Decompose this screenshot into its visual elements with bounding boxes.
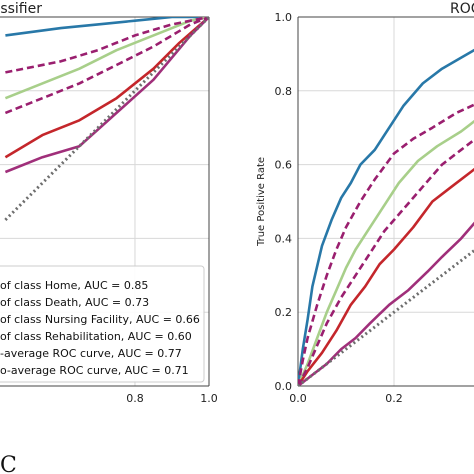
right-chart-title: ROC xyxy=(450,1,474,17)
x-tick-label: 1.0 xyxy=(200,392,218,405)
y-tick-label: 1.0 xyxy=(275,11,293,24)
legend-entry: of class Rehabilitation, AUC = 0.60 xyxy=(0,330,192,343)
x-tick-label: 0.2 xyxy=(385,392,403,405)
y-tick-label: 0.0 xyxy=(275,380,293,393)
series-line-chance xyxy=(298,248,474,386)
x-tick-label: 0.0 xyxy=(289,392,307,405)
panel-letter: C xyxy=(0,453,17,474)
series-line-macro-average xyxy=(4,17,209,115)
series-line-nursing-facility xyxy=(298,167,474,386)
series-line-micro-average xyxy=(5,17,209,74)
legend-entry: -average ROC curve, AUC = 0.77 xyxy=(0,347,182,360)
series-line-death xyxy=(298,119,474,386)
series-line-micro-average xyxy=(298,103,474,386)
y-axis-label: True Positive Rate xyxy=(256,157,267,247)
legend-entry: of class Death, AUC = 0.73 xyxy=(0,296,149,309)
legend-box xyxy=(0,265,205,383)
legend: of class Home, AUC = 0.85 of class Death,… xyxy=(0,265,205,383)
right-roc-panel: 0.0 0.2 0.4 0.6 0.8 1.0 0.0 0.2 True Positive Ra… xyxy=(256,1,474,405)
legend-entry: o-average ROC curve, AUC = 0.71 xyxy=(0,364,189,377)
series-line-rehabilitation xyxy=(298,221,474,386)
legend-entry: of class Home, AUC = 0.85 xyxy=(0,279,148,292)
y-tick-label: 0.6 xyxy=(275,159,293,172)
left-chart-title: ssifier xyxy=(0,1,42,17)
x-tick-label: 0.8 xyxy=(126,392,144,405)
legend-entry: of class Nursing Facility, AUC = 0.66 xyxy=(0,313,200,326)
y-tick-label: 0.4 xyxy=(275,232,293,245)
series-line-macro-average xyxy=(298,138,474,386)
series-line-home xyxy=(298,48,474,386)
y-tick-label: 0.8 xyxy=(275,85,293,98)
series-line-nursing-facility xyxy=(4,17,209,159)
y-tick-label: 0.2 xyxy=(275,306,293,319)
series-line-home xyxy=(5,17,209,37)
